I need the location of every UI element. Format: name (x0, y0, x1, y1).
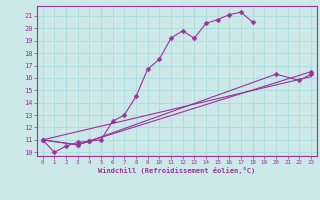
X-axis label: Windchill (Refroidissement éolien,°C): Windchill (Refroidissement éolien,°C) (98, 167, 255, 174)
